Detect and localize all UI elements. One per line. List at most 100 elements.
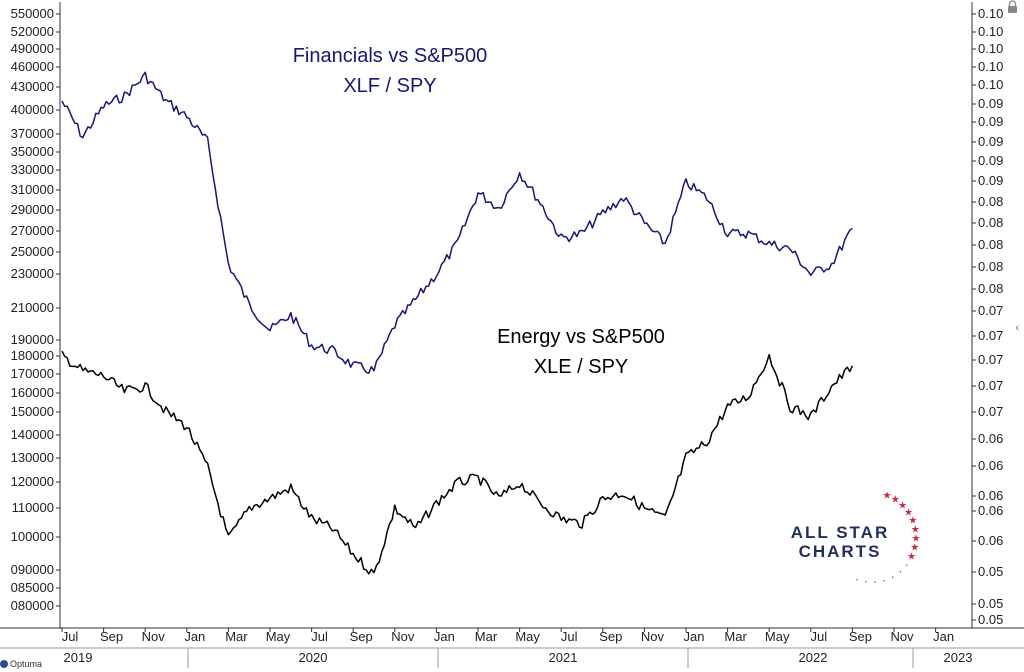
left-tick-label: 110000 [12, 500, 54, 515]
x-tick-label: Jul [810, 629, 827, 644]
right-tick-label: 0.06 [978, 458, 1003, 473]
x-tick-label: Jul [561, 629, 578, 644]
left-tick-label: 100000 [11, 529, 54, 544]
right-tick-label: 0.10 [978, 41, 1003, 56]
logo-star-icon: ★ [898, 500, 907, 511]
logo-star-icon: • [864, 580, 867, 586]
left-tick-label: 290000 [11, 202, 54, 217]
right-tick-label: 0.06 [978, 503, 1003, 518]
x-tick-label: Nov [641, 629, 665, 644]
x-tick-label: May [515, 629, 540, 644]
right-tick-label: 0.07 [978, 328, 1003, 343]
logo-star-icon: • [891, 575, 894, 581]
right-tick-label: 0.05 [978, 564, 1003, 579]
all-star-charts-logo: ★ ★★★★★★★★••••••• ALL STAR CHARTS [791, 491, 921, 586]
left-tick-label: 550000 [11, 6, 54, 21]
right-tick-label: 0.09 [978, 96, 1003, 111]
financials-title: Financials vs S&P500 [293, 45, 488, 67]
x-tick-label: Jan [434, 629, 455, 644]
right-tick-label: 0.10 [978, 59, 1003, 74]
x-axis: Jul Sep Nov Jan Mar May Jul Sep Nov Jan Mar May Jul S… [61, 628, 973, 668]
x-tick-label: May [765, 629, 790, 644]
energy-title: Energy vs S&P500 [497, 326, 665, 348]
right-axis: 0.10 0.10 0.10 0.10 0.10 0.09 0.09 0.09 0.09 0.09… [972, 6, 1003, 627]
x-tick-label: Jan [184, 629, 205, 644]
vendor-tag: Optuma [0, 659, 42, 669]
x-tick-label: Jan [933, 629, 954, 644]
x-year-label: 2021 [549, 650, 578, 665]
left-tick-label: 230000 [11, 266, 54, 281]
logo-star-icon: ★ [883, 491, 892, 502]
energy-series-line [61, 350, 854, 575]
right-tick-label: 0.06 [978, 488, 1003, 503]
x-tick-label: Sep [350, 629, 373, 644]
financials-series-line [61, 71, 853, 374]
left-tick-label: 460000 [11, 59, 54, 74]
right-tick-label: 0.08 [978, 259, 1003, 274]
logo-line1: ALL STAR [791, 523, 889, 542]
left-tick-label: 430000 [11, 79, 54, 94]
x-tick-label: Nov [391, 629, 415, 644]
left-tick-label: 190000 [11, 332, 54, 347]
x-tick-label: Sep [100, 629, 123, 644]
left-tick-label: 090000 [11, 562, 54, 577]
logo-star-icon: ★ [912, 534, 921, 545]
x-tick-label: Nov [890, 629, 914, 644]
logo-star-icon: • [905, 563, 908, 569]
x-tick-label: Nov [142, 629, 166, 644]
right-tick-label: 0.09 [978, 134, 1003, 149]
logo-star-icon: ★ [891, 495, 900, 506]
optuma-logo-icon [0, 660, 8, 668]
financials-ticker: XLF / SPY [343, 75, 436, 97]
logo-star-icon: ★ [908, 516, 917, 527]
right-tick-label: 0.06 [978, 533, 1003, 548]
x-tick-label: Mar [475, 629, 498, 644]
collapse-arrow-icon[interactable]: ‹ [1015, 321, 1019, 334]
lock-icon[interactable] [1008, 0, 1017, 13]
energy-ticker: XLE / SPY [534, 356, 629, 378]
right-tick-label: 0.10 [978, 77, 1003, 92]
x-tick-label: Jul [62, 629, 79, 644]
right-tick-label: 0.08 [978, 194, 1003, 209]
left-tick-label: 080000 [11, 598, 54, 613]
left-tick-label: 160000 [11, 385, 54, 400]
left-tick-label: 130000 [11, 450, 54, 465]
left-axis: 550000 520000 490000 460000 430000 400000 3700… [11, 6, 60, 613]
x-year-label: 2023 [944, 650, 973, 665]
right-tick-label: 0.07 [978, 378, 1003, 393]
vendor-label: Optuma [10, 659, 42, 669]
left-tick-label: 150000 [11, 404, 54, 419]
right-tick-label: 0.10 [978, 24, 1003, 39]
right-tick-label: 0.09 [978, 173, 1003, 188]
right-tick-label: 0.07 [978, 303, 1003, 318]
axes [0, 2, 1024, 649]
right-tick-label: 0.07 [978, 404, 1003, 419]
left-tick-label: 330000 [11, 162, 54, 177]
x-year-label: 2020 [299, 650, 328, 665]
x-year-label: 2022 [799, 650, 828, 665]
left-tick-label: 370000 [11, 126, 54, 141]
x-tick-label: Jul [311, 629, 328, 644]
left-tick-label: 400000 [11, 102, 54, 117]
right-tick-label: 0.08 [978, 237, 1003, 252]
left-tick-label: 310000 [11, 182, 54, 197]
left-tick-label: 170000 [11, 366, 54, 381]
logo-stars: ★ ★★★★★★★★••••••• [856, 491, 921, 586]
left-tick-label: 210000 [11, 300, 54, 315]
right-tick-label: 0.05 [978, 612, 1003, 627]
x-tick-label: Mar [724, 629, 747, 644]
logo-star-icon: • [856, 577, 859, 583]
right-tick-label: 0.08 [978, 215, 1003, 230]
logo-star-icon: ★ [911, 524, 920, 535]
logo-star-icon: ★ [910, 543, 919, 554]
right-tick-label: 0.05 [978, 596, 1003, 611]
logo-star-icon: • [899, 570, 902, 576]
left-tick-label: 120000 [11, 474, 54, 489]
x-tick-label: May [266, 629, 291, 644]
x-tick-label: Sep [849, 629, 872, 644]
logo-star-icon: ★ [907, 551, 916, 562]
series-layer [61, 71, 854, 575]
logo-star-icon: • [883, 578, 886, 584]
